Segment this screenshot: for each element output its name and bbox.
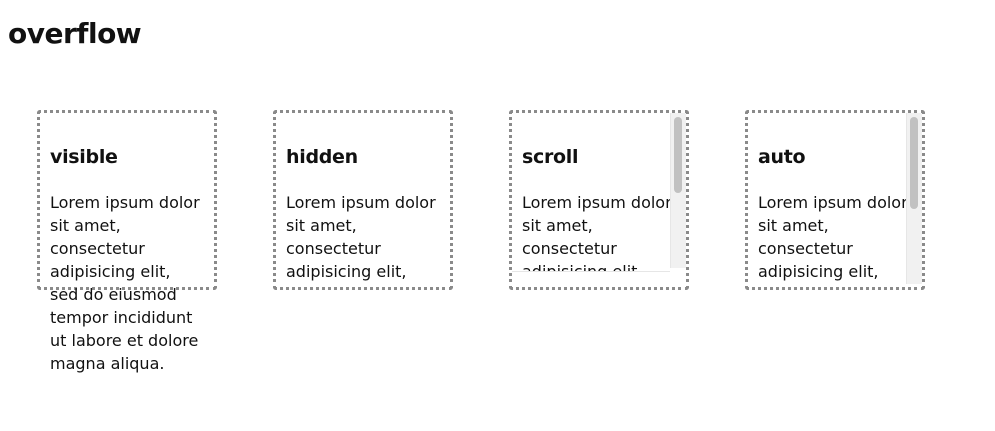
box-heading-visible: visible: [50, 146, 118, 168]
scrollbar-thumb[interactable]: [674, 117, 682, 193]
box-heading-scroll: scroll: [522, 146, 579, 168]
vertical-scrollbar[interactable]: [906, 113, 922, 284]
box-heading-hidden: hidden: [286, 146, 358, 168]
box-text-hidden: Lorem ipsum dolor sit amet, consectetur …: [286, 193, 436, 287]
box-text-auto: Lorem ipsum dolor sit amet, consectetur …: [758, 193, 908, 287]
overflow-scroll-box[interactable]: scroll Lorem ipsum dolor sit amet, conse…: [509, 110, 689, 290]
scrollbar-thumb[interactable]: [910, 117, 918, 209]
horizontal-scrollbar[interactable]: [512, 271, 670, 287]
overflow-auto-box[interactable]: auto Lorem ipsum dolor sit amet, consect…: [745, 110, 925, 290]
vertical-scrollbar[interactable]: [670, 113, 686, 268]
overflow-hidden-box: hidden Lorem ipsum dolor sit amet, conse…: [273, 110, 453, 290]
scrollbar-corner: [670, 271, 686, 287]
box-text-visible: Lorem ipsum dolor sit amet, consectetur …: [50, 193, 200, 373]
overflow-visible-box: visible Lorem ipsum dolor sit amet, cons…: [37, 110, 217, 373]
box-heading-auto: auto: [758, 146, 806, 168]
page-title: overflow: [8, 17, 142, 50]
